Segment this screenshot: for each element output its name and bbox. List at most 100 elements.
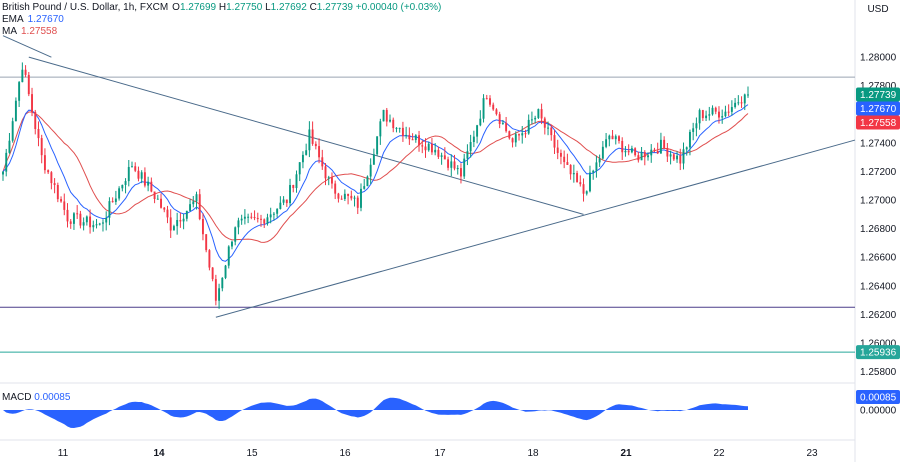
candle-body bbox=[424, 146, 427, 151]
price-tag bbox=[856, 87, 900, 102]
candle-body bbox=[247, 216, 250, 218]
candle-body bbox=[708, 114, 711, 116]
candle bbox=[153, 191, 156, 204]
candle bbox=[5, 148, 8, 177]
macd-legend[interactable]: MACD 0.00085 bbox=[2, 392, 70, 403]
candle-body bbox=[105, 217, 108, 223]
candle bbox=[672, 152, 675, 161]
candle bbox=[308, 121, 311, 158]
candle-body bbox=[489, 98, 491, 105]
candle-body bbox=[440, 155, 443, 157]
low-value: 1.27692 bbox=[270, 2, 307, 13]
candle-body bbox=[279, 202, 282, 209]
candle bbox=[663, 136, 666, 149]
candle-body bbox=[121, 184, 124, 189]
candle-body bbox=[169, 217, 172, 231]
candle-body bbox=[643, 152, 646, 158]
candle-body bbox=[237, 220, 240, 228]
candle bbox=[8, 132, 11, 154]
macd-value-tag bbox=[856, 390, 900, 404]
candle bbox=[692, 122, 695, 141]
candle-body bbox=[418, 135, 421, 146]
candle-body bbox=[492, 104, 495, 110]
ema-row[interactable]: EMA 1.27670 bbox=[2, 14, 441, 26]
candle-body bbox=[527, 119, 530, 134]
candle bbox=[676, 151, 679, 163]
candle bbox=[24, 65, 27, 78]
candle-body bbox=[134, 166, 137, 171]
candle-body bbox=[511, 138, 514, 143]
candle-body bbox=[92, 225, 95, 228]
candle-body bbox=[401, 127, 404, 137]
candle-body bbox=[572, 173, 575, 175]
candle bbox=[321, 149, 324, 170]
candle bbox=[366, 175, 369, 187]
candle bbox=[118, 186, 121, 201]
candle-body bbox=[176, 220, 179, 227]
candle-body bbox=[395, 127, 398, 129]
candle-body bbox=[314, 143, 317, 147]
candle-body bbox=[50, 172, 53, 184]
candle-body bbox=[182, 218, 185, 222]
candle-body bbox=[298, 162, 301, 175]
candle bbox=[60, 196, 63, 203]
candle-body bbox=[730, 107, 733, 112]
candle bbox=[527, 114, 530, 135]
candle bbox=[234, 226, 237, 246]
candle bbox=[650, 144, 653, 163]
candle bbox=[469, 134, 472, 158]
candle bbox=[727, 104, 730, 117]
candle-body bbox=[682, 149, 685, 164]
candle bbox=[282, 196, 285, 206]
candle-body bbox=[37, 129, 40, 139]
price-tag-label: 1.27670 bbox=[860, 104, 897, 115]
candle bbox=[372, 148, 375, 165]
candle bbox=[385, 107, 388, 127]
candle bbox=[443, 147, 446, 160]
candle bbox=[201, 213, 204, 241]
candle bbox=[434, 143, 437, 156]
candle bbox=[124, 178, 127, 194]
candle bbox=[121, 184, 124, 192]
ma-row[interactable]: MA 1.27558 bbox=[2, 26, 441, 38]
candle bbox=[185, 210, 188, 222]
price-axis: USD1.280001.278001.276001.274001.272001.… bbox=[856, 4, 900, 417]
candle-body bbox=[240, 218, 243, 221]
candle-body bbox=[705, 115, 708, 119]
candle-body bbox=[398, 127, 401, 129]
candles bbox=[2, 62, 749, 309]
candle bbox=[501, 119, 504, 125]
candle-body bbox=[43, 155, 46, 171]
candle bbox=[314, 141, 317, 150]
candle bbox=[392, 117, 395, 133]
candle-body bbox=[366, 176, 369, 187]
candle bbox=[69, 219, 72, 229]
candle bbox=[47, 169, 50, 175]
candle bbox=[485, 94, 488, 100]
candle bbox=[714, 106, 717, 115]
candle-body bbox=[31, 94, 33, 112]
candle bbox=[437, 146, 440, 160]
candle-body bbox=[269, 214, 272, 218]
candle bbox=[659, 132, 662, 154]
candle-body bbox=[330, 177, 333, 184]
candle bbox=[334, 180, 337, 200]
candle-body bbox=[40, 138, 43, 156]
candle-body bbox=[534, 117, 537, 120]
candle bbox=[737, 95, 740, 106]
candle bbox=[447, 156, 450, 171]
candle bbox=[224, 264, 227, 280]
candle bbox=[589, 165, 591, 193]
macd-zero-label: 0.00000 bbox=[860, 406, 897, 417]
candle-body bbox=[340, 198, 343, 200]
candle bbox=[211, 267, 214, 282]
y-tick-label: 1.25800 bbox=[860, 367, 897, 378]
candle bbox=[472, 130, 475, 148]
candle bbox=[572, 164, 575, 183]
candle bbox=[218, 283, 221, 309]
x-tick-label: 18 bbox=[527, 448, 539, 459]
candle-body bbox=[208, 250, 211, 268]
candle-body bbox=[382, 109, 385, 122]
candle-body bbox=[734, 102, 737, 108]
